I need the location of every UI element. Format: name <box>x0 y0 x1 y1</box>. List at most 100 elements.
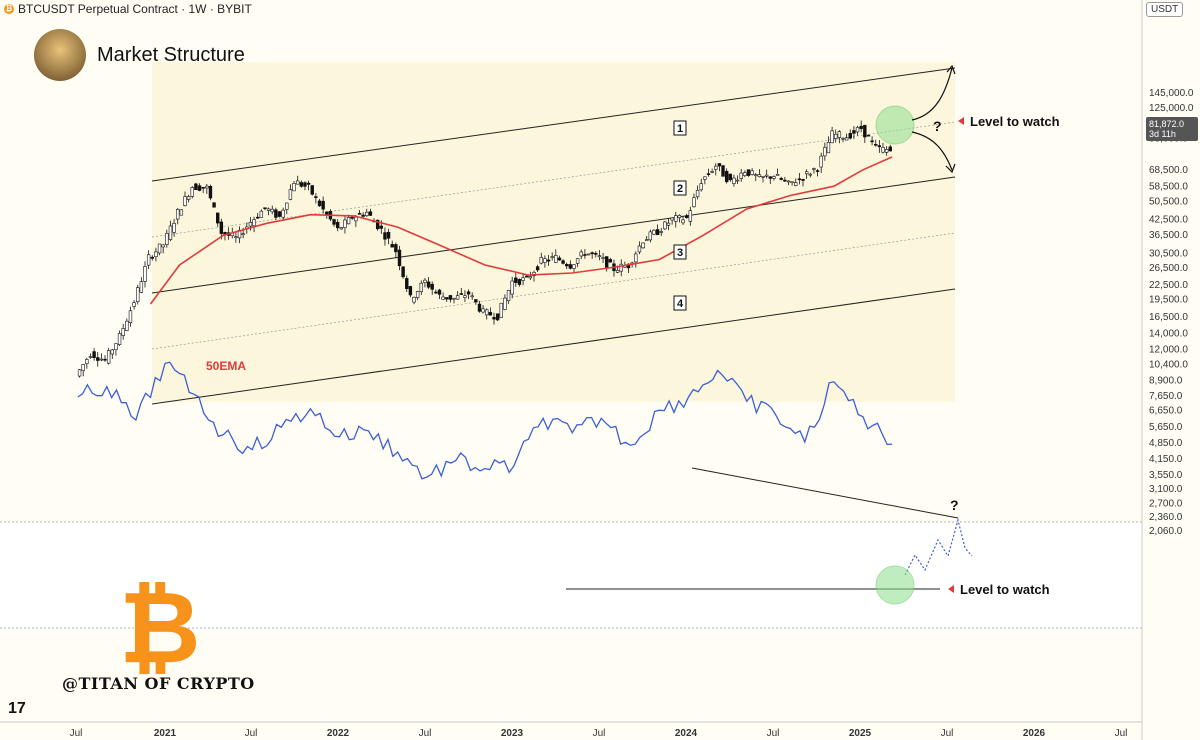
x-tick-label: Jul <box>593 728 606 739</box>
channel-shade <box>152 62 955 402</box>
level-marker-top <box>958 117 964 125</box>
candle-body <box>168 225 173 240</box>
candle-body <box>270 208 274 213</box>
candle-body <box>383 232 387 240</box>
candle-body <box>354 216 358 222</box>
candle-body <box>266 208 271 211</box>
level-highlight-top <box>875 105 915 145</box>
candle-body <box>579 251 583 257</box>
candle-body <box>572 264 576 269</box>
candle-body <box>888 146 892 152</box>
candle-body <box>754 174 758 177</box>
candle-body <box>321 200 325 210</box>
y-tick-label: 3,550.0 <box>1149 470 1183 481</box>
question-mark-bottom: ? <box>950 497 959 513</box>
candle-body <box>659 231 663 233</box>
x-tick-label: 2021 <box>154 728 177 739</box>
candle-body <box>434 291 438 294</box>
candle-body <box>663 221 667 230</box>
candle-body <box>386 231 391 239</box>
candle-body <box>790 181 794 184</box>
candle-body <box>448 295 453 300</box>
candle-body <box>539 257 543 264</box>
bitcoin-logo: ₿ <box>119 572 201 684</box>
y-tick-label: 6,650.0 <box>1149 405 1183 416</box>
tradingview-logo-icon[interactable]: 17 <box>8 700 26 717</box>
candle-body <box>481 308 485 313</box>
zone-box <box>673 180 687 196</box>
question-mark-top: ? <box>933 118 942 134</box>
candle-body <box>561 260 565 264</box>
candle-body <box>401 266 405 278</box>
candle-body <box>303 182 307 187</box>
candle-body <box>306 182 311 185</box>
candle-body <box>81 364 85 372</box>
page-title: Market Structure <box>97 44 245 66</box>
candle-body <box>463 295 467 298</box>
candle-body <box>808 173 812 176</box>
trendline <box>151 121 956 238</box>
candle-body <box>688 210 693 222</box>
y-tick-label: 22,500.0 <box>1149 280 1188 291</box>
trendline <box>151 67 956 182</box>
candle-body <box>103 358 107 361</box>
candle-body <box>815 170 820 172</box>
candle-body <box>426 281 431 288</box>
y-tick-label: 14,000.0 <box>1149 329 1188 340</box>
candle-body <box>546 259 551 262</box>
candle-body <box>310 185 314 195</box>
candle-body <box>379 225 384 229</box>
candle-body <box>281 209 285 218</box>
candle-body <box>648 231 653 241</box>
x-tick-label: Jul <box>941 728 954 739</box>
candle-body <box>881 147 885 153</box>
candle-body <box>99 358 104 361</box>
candle-body <box>692 197 696 208</box>
y-axis: 145,000.0125,000.0109,000.093,000.068,50… <box>1149 88 1194 537</box>
candle-body <box>637 245 642 253</box>
candle-body <box>837 131 842 138</box>
candle-body <box>285 202 289 210</box>
symbol-header[interactable]: ₿ BTCUSDT Perpetual Contract · 1W · BYBI… <box>4 2 252 16</box>
candle-body <box>96 357 100 361</box>
arrow-down <box>911 131 953 171</box>
candle-body <box>197 185 202 191</box>
candle-body <box>852 130 856 134</box>
candle-body <box>772 176 776 179</box>
candles <box>77 120 892 378</box>
candle-body <box>684 215 689 219</box>
candle-body <box>470 295 474 298</box>
candle-body <box>550 256 554 258</box>
candle-body <box>459 293 463 295</box>
symbol-line: BTCUSDT Perpetual Contract · 1W · BYBIT <box>18 2 252 16</box>
candle-body <box>423 279 427 283</box>
candle-body <box>194 183 198 191</box>
rsi-projection <box>904 517 973 576</box>
y-tick-label: 58,500.0 <box>1149 181 1188 192</box>
candle-body <box>121 328 125 336</box>
candle-body <box>670 217 674 221</box>
candle-body <box>801 179 805 181</box>
candle-body <box>714 165 718 170</box>
candle-body <box>299 182 304 187</box>
y-tick-label: 68,500.0 <box>1149 165 1188 176</box>
candle-body <box>641 242 645 249</box>
candle-body <box>110 349 114 355</box>
candle-body <box>677 215 682 219</box>
avatar <box>34 29 86 81</box>
candle-body <box>474 299 478 303</box>
x-tick-label: Jul <box>245 728 258 739</box>
candle-body <box>256 216 260 219</box>
candle-body <box>514 277 518 283</box>
candle-body <box>575 258 580 264</box>
candle-body <box>415 291 420 298</box>
candle-body <box>361 214 365 217</box>
candle-body <box>699 183 703 191</box>
candle-body <box>139 281 144 293</box>
ema-label: 50EMA <box>206 359 246 373</box>
candle-body <box>779 177 783 180</box>
y-tick-label: 8,900.0 <box>1149 375 1183 386</box>
currency-selector[interactable]: USDT <box>1146 2 1184 17</box>
y-tick-label: 5,650.0 <box>1149 422 1183 433</box>
candle-body <box>652 229 656 235</box>
